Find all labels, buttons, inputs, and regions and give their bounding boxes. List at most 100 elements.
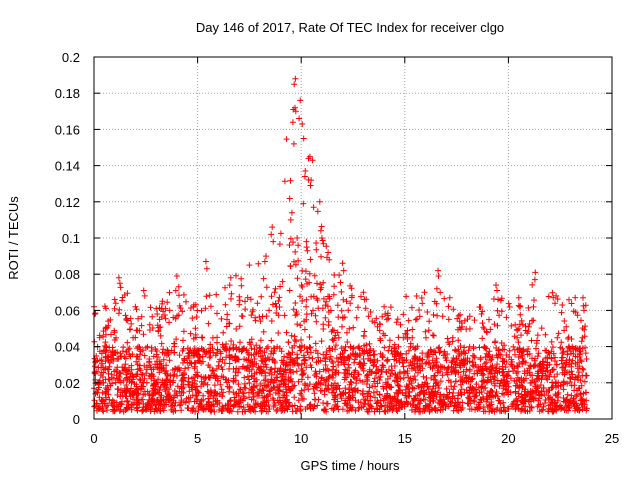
- data-point: [128, 362, 135, 369]
- data-point: [341, 354, 348, 361]
- data-point: [540, 358, 547, 365]
- data-point: [296, 344, 303, 351]
- data-point: [289, 378, 295, 385]
- data-point: [205, 362, 212, 369]
- data-point: [123, 315, 130, 322]
- data-point: [190, 349, 196, 356]
- data-point: [537, 360, 544, 367]
- data-point: [253, 342, 260, 349]
- data-point: [332, 332, 339, 339]
- data-point: [113, 403, 120, 410]
- data-point: [166, 319, 173, 326]
- data-point: [184, 405, 191, 411]
- data-point: [531, 276, 538, 283]
- data-point: [93, 400, 100, 407]
- data-point: [192, 334, 199, 341]
- data-point: [191, 380, 198, 387]
- data-point: [333, 367, 340, 374]
- data-point: [217, 381, 224, 388]
- data-point: [161, 380, 168, 387]
- data-point: [566, 369, 573, 376]
- data-point: [223, 323, 230, 330]
- data-point: [295, 378, 302, 385]
- data-point: [263, 253, 269, 260]
- data-point: [420, 373, 427, 380]
- data-point: [367, 393, 374, 400]
- data-point: [291, 394, 298, 401]
- data-point: [134, 353, 141, 360]
- data-point: [116, 280, 123, 287]
- data-point: [191, 345, 198, 352]
- data-point: [455, 326, 461, 333]
- data-point: [495, 296, 501, 303]
- data-point: [214, 339, 220, 346]
- data-point: [206, 292, 213, 299]
- data-point: [439, 372, 446, 379]
- data-point: [522, 386, 529, 393]
- data-point: [431, 390, 438, 397]
- data-point: [276, 383, 283, 390]
- data-point: [198, 334, 205, 341]
- data-point: [534, 337, 540, 344]
- data-point: [331, 396, 337, 403]
- data-point: [386, 343, 393, 350]
- data-point: [158, 314, 165, 320]
- data-point: [322, 314, 329, 321]
- data-point: [173, 336, 180, 343]
- data-point: [102, 385, 109, 391]
- data-point: [529, 281, 536, 288]
- data-point: [459, 399, 466, 406]
- data-point: [414, 357, 421, 364]
- data-point: [332, 380, 338, 387]
- data-point: [388, 363, 395, 370]
- data-point: [583, 372, 590, 379]
- data-point: [396, 383, 403, 390]
- data-point: [552, 300, 558, 307]
- data-point: [103, 403, 109, 410]
- data-point: [331, 272, 338, 278]
- data-point: [313, 246, 320, 253]
- data-point: [160, 356, 167, 363]
- data-point: [344, 329, 350, 336]
- data-point: [253, 376, 260, 383]
- data-point: [405, 347, 412, 354]
- data-point: [133, 327, 140, 334]
- data-point: [260, 275, 267, 282]
- data-point: [303, 244, 310, 251]
- data-point: [438, 364, 445, 371]
- data-point: [213, 291, 220, 298]
- data-point: [232, 353, 239, 360]
- data-point: [140, 331, 147, 338]
- data-point: [329, 389, 335, 396]
- data-point: [356, 404, 363, 411]
- data-point: [312, 340, 319, 347]
- x-tick-label: 10: [294, 431, 308, 446]
- data-point: [503, 383, 509, 390]
- data-point: [334, 398, 341, 405]
- data-point: [489, 407, 496, 414]
- data-point: [314, 280, 320, 287]
- data-point: [402, 386, 409, 393]
- data-point: [262, 355, 269, 362]
- data-point: [300, 396, 307, 402]
- data-point: [355, 304, 361, 311]
- data-point: [228, 295, 234, 302]
- data-point: [381, 344, 388, 351]
- data-point: [214, 310, 220, 317]
- data-point: [434, 367, 441, 374]
- data-point: [498, 295, 505, 302]
- data-point: [520, 400, 527, 407]
- data-point: [111, 329, 118, 336]
- data-point: [296, 115, 303, 122]
- data-point: [134, 371, 141, 377]
- data-point: [262, 376, 269, 383]
- data-point: [166, 357, 173, 364]
- data-point: [466, 368, 473, 374]
- data-point: [515, 390, 522, 397]
- data-point: [561, 407, 568, 413]
- data-point: [163, 401, 170, 408]
- data-point: [132, 303, 139, 310]
- data-point: [187, 305, 194, 311]
- data-point: [269, 356, 276, 363]
- data-point: [288, 332, 295, 339]
